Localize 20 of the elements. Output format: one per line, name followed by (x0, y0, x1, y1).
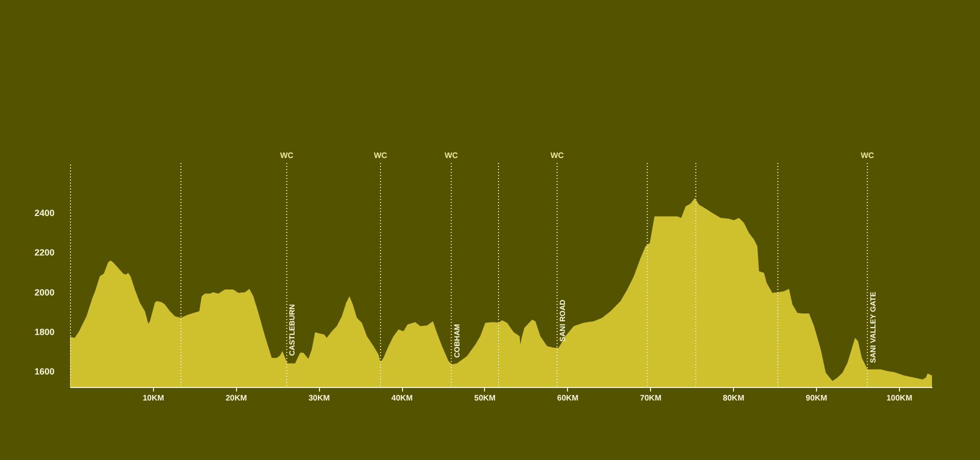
x-tick-label: 90KM (806, 394, 828, 402)
x-tick-label: 50KM (474, 394, 496, 402)
x-tick-label: 100KM (886, 394, 913, 402)
y-tick-label: 2400 (34, 208, 54, 218)
annotation: WC (280, 151, 294, 160)
x-tick-label: 70KM (640, 394, 662, 402)
annotation: WC (860, 151, 874, 160)
x-tick-label: 10KM (142, 394, 164, 402)
x-tick-label: 20KM (226, 394, 248, 402)
y-tick-label: 2000 (34, 287, 54, 298)
x-tick-label: 40KM (391, 394, 414, 402)
x-tick-label: 80KM (722, 394, 745, 402)
annotation: WC (374, 151, 388, 160)
annotation: WC (550, 151, 564, 160)
y-tick-label: 1600 (34, 366, 54, 377)
x-tick-label: 30KM (308, 394, 330, 402)
x-tick-label: 60KM (557, 394, 579, 402)
y-tick-label: 1800 (34, 326, 54, 337)
annotation: WC (444, 151, 458, 160)
y-tick-label: 2200 (34, 248, 54, 258)
